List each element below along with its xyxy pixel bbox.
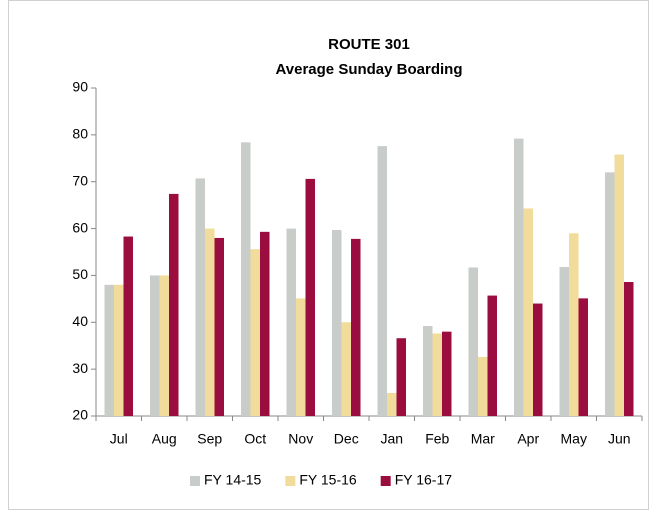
bar	[432, 333, 442, 416]
legend-swatch	[380, 476, 391, 486]
bar	[332, 229, 342, 416]
x-tick-label: Nov	[288, 431, 313, 447]
bar	[468, 267, 478, 416]
bar	[195, 178, 205, 416]
x-tick-label: Mar	[471, 431, 495, 447]
y-tick-label: 70	[72, 172, 88, 188]
bar	[423, 326, 433, 416]
bar	[159, 275, 169, 416]
bar	[578, 298, 588, 416]
chart-subtitle: Average Sunday Boarding	[276, 61, 463, 78]
bar	[569, 233, 579, 416]
x-tick-label: Apr	[517, 431, 539, 447]
bar	[250, 249, 260, 416]
chart-title: ROUTE 301	[328, 36, 410, 53]
bar	[169, 193, 179, 416]
y-tick-label: 20	[72, 407, 88, 423]
bar	[214, 237, 224, 416]
x-tick-label: Jul	[110, 431, 128, 447]
bar	[614, 154, 624, 416]
y-tick-label: 50	[72, 266, 88, 282]
bar	[104, 284, 114, 416]
bar	[523, 208, 533, 416]
bar	[559, 266, 569, 416]
bar	[241, 142, 251, 416]
x-tick-label: Jun	[608, 431, 631, 447]
bar	[296, 298, 306, 416]
bar	[260, 231, 270, 416]
legend-swatch	[285, 476, 296, 486]
x-tick-label: Dec	[334, 431, 359, 447]
x-tick-label: Aug	[152, 431, 177, 447]
bar	[605, 172, 615, 416]
x-tick-label: Feb	[425, 431, 449, 447]
bar	[478, 356, 488, 416]
bar	[123, 236, 133, 416]
bar	[351, 238, 361, 416]
bar	[396, 338, 406, 416]
legend-swatch	[190, 476, 200, 486]
y-tick-label: 90	[72, 79, 88, 95]
bar	[387, 393, 397, 416]
y-tick-label: 80	[72, 126, 88, 142]
bar	[487, 295, 497, 416]
bar	[305, 178, 315, 416]
x-tick-label: Oct	[244, 431, 266, 447]
x-tick-label: May	[561, 431, 587, 447]
legend-label: FY 15-16	[299, 472, 357, 488]
bar	[150, 275, 160, 416]
legend-label: FY 16-17	[395, 472, 453, 488]
legend-label: FY 14-15	[204, 472, 262, 488]
bar	[514, 138, 524, 416]
bar	[114, 284, 124, 416]
bar	[624, 281, 634, 416]
bar	[205, 228, 215, 416]
y-tick-label: 30	[72, 360, 88, 376]
x-tick-label: Sep	[197, 431, 222, 447]
x-tick-label: Jan	[380, 431, 403, 447]
bar	[442, 331, 452, 416]
y-tick-label: 40	[72, 313, 88, 329]
y-tick-label: 60	[72, 219, 88, 235]
bar	[377, 146, 387, 417]
bar	[341, 322, 351, 416]
bar	[286, 228, 296, 416]
bar	[533, 303, 543, 416]
